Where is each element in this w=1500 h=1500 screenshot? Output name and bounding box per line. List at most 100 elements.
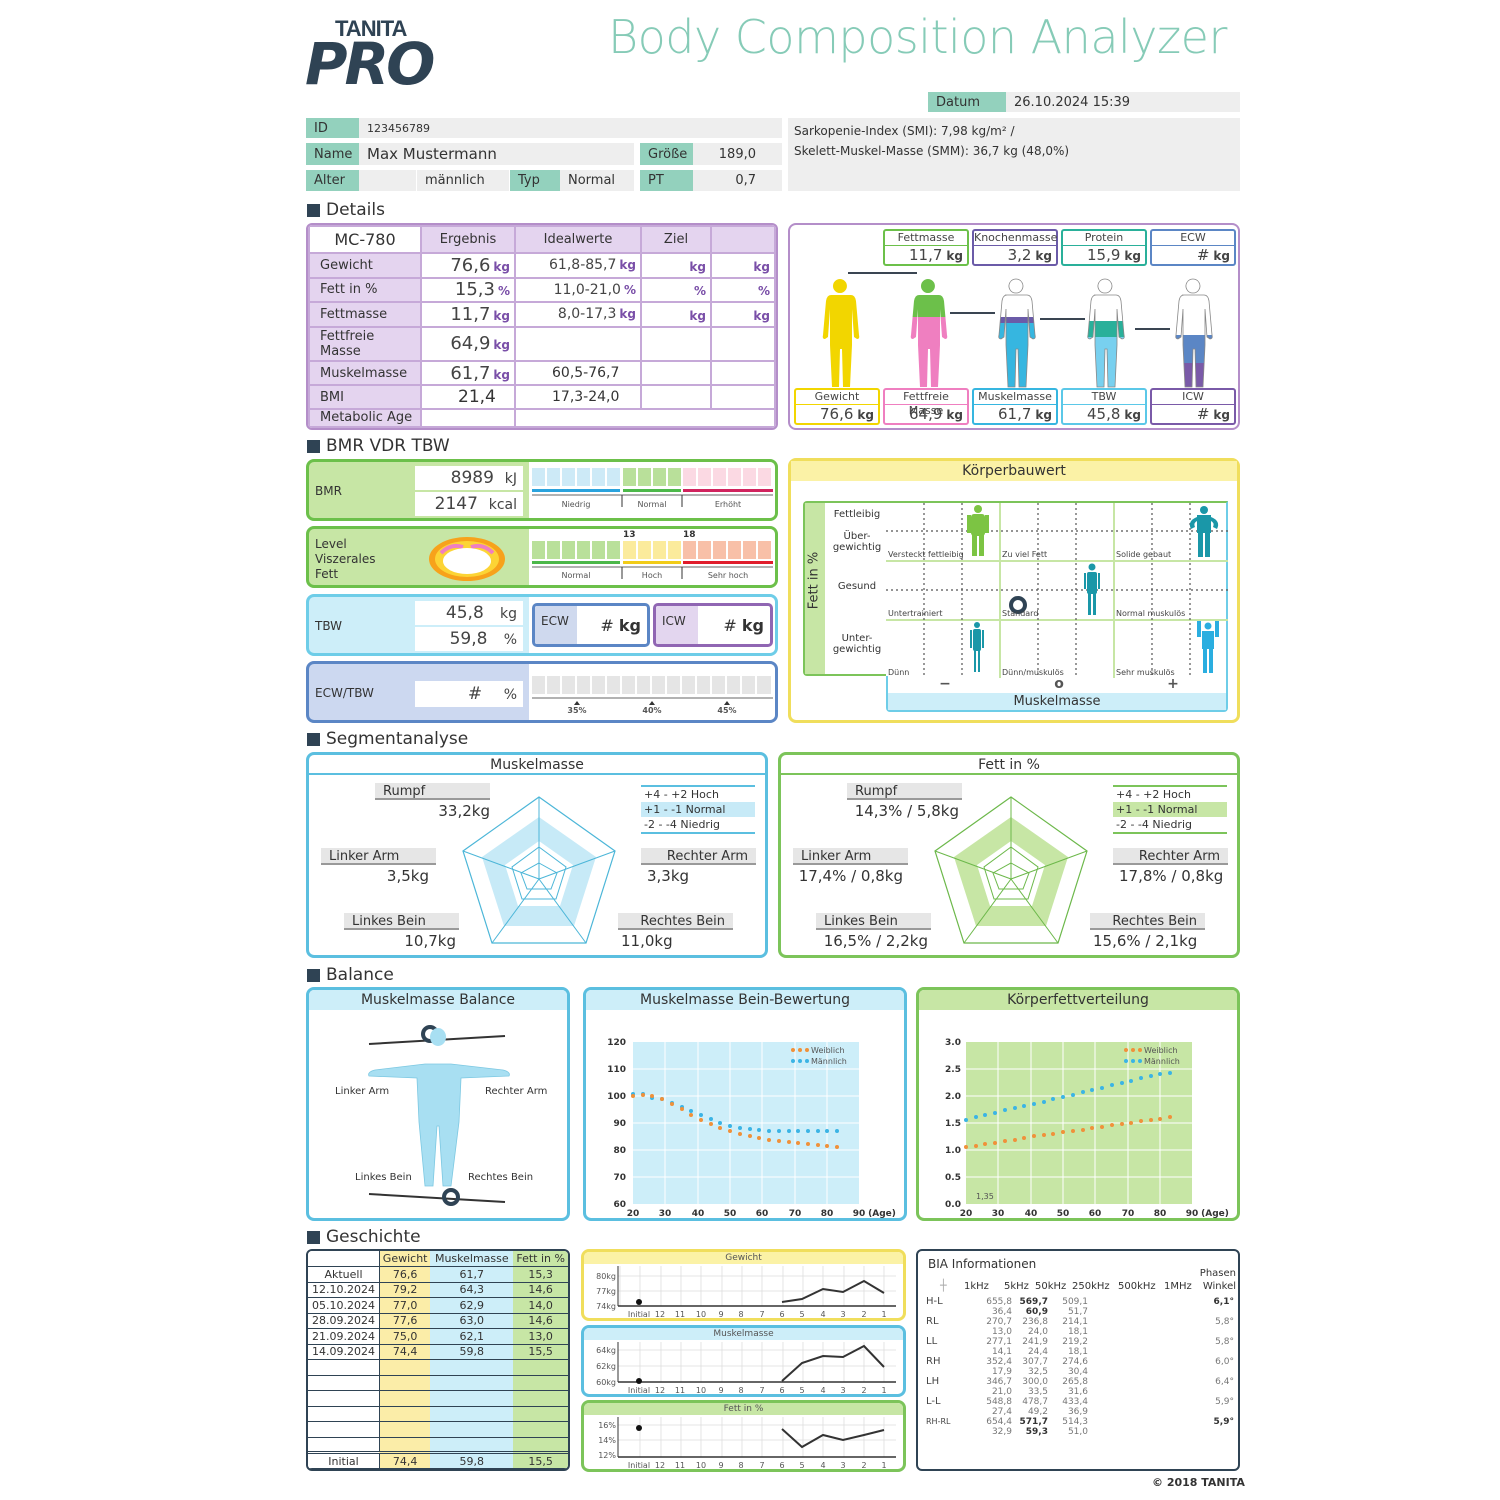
bia-reactance-row: 27,4 49,2 36,9 bbox=[924, 1407, 1236, 1417]
unit: kg bbox=[619, 307, 636, 322]
muscle-balance-title: Muskelmasse Balance bbox=[309, 990, 567, 1010]
bia-row-label: RH bbox=[926, 1356, 941, 1367]
svg-text:4: 4 bbox=[820, 1461, 825, 1470]
row-overweight: Über- gewichtig bbox=[832, 531, 882, 553]
unit: kg bbox=[753, 259, 770, 274]
svg-text:62kg: 62kg bbox=[596, 1362, 616, 1371]
tbw-pct-value: 59,8 bbox=[449, 629, 488, 649]
bia-resistance bbox=[1090, 1317, 1136, 1327]
svg-text:20: 20 bbox=[960, 1209, 973, 1219]
right-leg-label: Rechtes Bein bbox=[1090, 913, 1205, 930]
unit: kg bbox=[493, 338, 510, 353]
header-goal: Ziel bbox=[640, 225, 712, 254]
bia-resistance: 654,4 bbox=[986, 1417, 1012, 1427]
bone-mass-box: Knochenmasse 3,2 kg bbox=[972, 229, 1058, 266]
fat-free-mass-box: Fettfreie Masse 64,9 kg bbox=[883, 388, 969, 425]
cell-solid: Solide gebaut bbox=[1116, 550, 1172, 559]
bia-reactance bbox=[958, 1367, 978, 1377]
bia-resistance bbox=[1136, 1317, 1172, 1327]
unit: kg bbox=[689, 308, 706, 323]
cell-thin-muscular: Dünn/muskulös bbox=[1002, 668, 1064, 677]
bmr-scale-high: Erhöht bbox=[714, 500, 742, 509]
history-weight: 75,0 bbox=[379, 1328, 431, 1345]
fat-history-chart: Fett in % 16% 14% 12% Initial 12 11 10 9 8 7 6 5 4 3… bbox=[581, 1400, 906, 1472]
row-label: Gewicht bbox=[308, 252, 422, 279]
tbw-label: TBW bbox=[315, 619, 342, 633]
table-row: 12.10.2024 79,2 64,3 14,6 bbox=[308, 1282, 568, 1299]
history-muscle bbox=[430, 1375, 514, 1392]
table-row: 28.09.2024 77,6 63,0 14,6 bbox=[308, 1313, 568, 1330]
box-label: Fettmasse bbox=[885, 231, 967, 246]
bia-reactance: 18,1 bbox=[1067, 1347, 1088, 1357]
history-weight bbox=[379, 1406, 431, 1423]
left-arm-label: Linker Arm bbox=[793, 848, 908, 865]
bia-reactance: 32,9 bbox=[991, 1427, 1012, 1437]
history-muscle: 61,7 bbox=[430, 1266, 514, 1283]
table-row: 14.09.2024 74,4 59,8 15,5 bbox=[308, 1344, 568, 1361]
svg-text:10: 10 bbox=[696, 1310, 706, 1319]
bia-reactance bbox=[1090, 1387, 1136, 1397]
table-row bbox=[308, 1437, 568, 1454]
bia-resistance bbox=[958, 1357, 978, 1367]
bia-reactance bbox=[1136, 1347, 1172, 1357]
bia-reactance-row: 32,9 59,3 51,0 bbox=[924, 1427, 1236, 1437]
svg-text:10: 10 bbox=[696, 1386, 706, 1395]
svg-text:4: 4 bbox=[820, 1386, 825, 1395]
svg-text:5: 5 bbox=[799, 1386, 804, 1395]
history-date: Aktuell bbox=[308, 1266, 380, 1283]
table-row: BMI 21,4 17,3-24,0 bbox=[308, 384, 776, 410]
history-fat: 15,5 bbox=[513, 1344, 568, 1361]
bia-resistance: 548,8 bbox=[986, 1397, 1012, 1407]
vf-scale-normal: Normal bbox=[561, 571, 591, 580]
box-label: ECW bbox=[1152, 231, 1234, 246]
weight-history-plot: 80kg 77kg 74kg Initial 12 11 10 9 8 7 6 5 4 3 2 1 bbox=[596, 1266, 896, 1319]
ecw-tbw-unit: % bbox=[503, 687, 517, 703]
age-value bbox=[359, 170, 416, 191]
box-unit: kg bbox=[1213, 249, 1230, 263]
svg-text:9: 9 bbox=[718, 1461, 723, 1470]
svg-text:8: 8 bbox=[738, 1461, 743, 1470]
muscle-mass-box: Muskelmasse 61,7 kg bbox=[972, 388, 1058, 425]
left-leg-value: 16,5% / 2,2kg bbox=[823, 932, 928, 950]
bia-phase: 5,9° bbox=[1215, 1397, 1234, 1407]
bia-reactance bbox=[1090, 1367, 1136, 1377]
svg-text:Männlich: Männlich bbox=[811, 1057, 847, 1066]
segment-title-text: Segmentanalyse bbox=[326, 729, 469, 749]
result-value: 61,7 bbox=[450, 362, 491, 384]
vf-scale-bars: 13 18 bbox=[532, 530, 773, 579]
svg-text:74kg: 74kg bbox=[596, 1302, 616, 1311]
type-value: Normal bbox=[560, 170, 634, 191]
svg-text:3: 3 bbox=[840, 1386, 845, 1395]
vf-label-line: Level bbox=[315, 537, 347, 551]
svg-text:60: 60 bbox=[756, 1209, 769, 1219]
bia-reactance: 21,0 bbox=[991, 1387, 1012, 1397]
svg-text:16%: 16% bbox=[598, 1421, 616, 1430]
bia-reactance: 17,9 bbox=[991, 1367, 1012, 1377]
box-value: 15,9 bbox=[1087, 246, 1121, 264]
history-fat: 14,6 bbox=[513, 1313, 568, 1330]
table-row bbox=[308, 1359, 568, 1376]
history-date bbox=[308, 1437, 380, 1454]
ecw-icw-area: ECW # kg ICW # kg bbox=[529, 597, 775, 653]
result-value: 21,4 bbox=[420, 384, 516, 410]
trunk-value: 14,3% / 5,8kg bbox=[854, 802, 959, 820]
pt-value: 0,7 bbox=[693, 170, 782, 191]
table-row: Muskelmasse 61,7 kg 60,5-76,7 bbox=[308, 359, 776, 387]
cell-hidden-obese: Versteckt fettleibig bbox=[888, 550, 964, 559]
legend-normal: +1 - -1 Normal bbox=[641, 802, 755, 817]
visceral-fat-panel: Level Viszerales Fett 13 18 Normal Hoch Se… bbox=[306, 526, 778, 588]
bia-resistance bbox=[958, 1377, 978, 1387]
bmr-kcal-value: 2147 bbox=[434, 494, 478, 514]
bia-resistance: 478,7 bbox=[1022, 1397, 1048, 1407]
bia-resistance: 655,8 bbox=[986, 1297, 1012, 1307]
bia-row: H-L 655,8 569,7 509,1 6,1° bbox=[924, 1297, 1236, 1308]
bia-resistance bbox=[1090, 1357, 1136, 1367]
svg-text:4: 4 bbox=[820, 1310, 825, 1319]
history-muscle bbox=[430, 1437, 514, 1454]
bia-resistance: 307,7 bbox=[1022, 1357, 1048, 1367]
bia-table: H-L 655,8 569,7 509,1 6,1° 36,4 60,9 51,7 RL 270,… bbox=[924, 1297, 1236, 1438]
bia-resistance: 571,7 bbox=[1019, 1417, 1048, 1427]
bia-row-label: L-L bbox=[926, 1396, 941, 1407]
bia-resistance bbox=[958, 1417, 978, 1427]
table-row bbox=[308, 1390, 568, 1407]
